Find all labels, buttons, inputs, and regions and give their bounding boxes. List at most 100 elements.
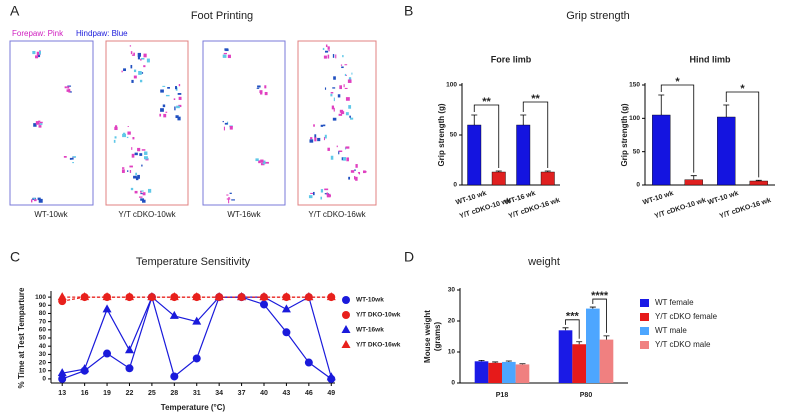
y-tick-label: 100	[629, 115, 640, 122]
y-axis-label: Grip strength (g)	[437, 103, 446, 166]
bar	[749, 180, 768, 186]
footprint	[175, 115, 179, 119]
y-tick-label: 10	[448, 349, 456, 356]
footprint	[349, 115, 351, 118]
footprint	[133, 69, 137, 73]
marker	[342, 311, 350, 319]
marker	[259, 292, 269, 301]
footprint	[177, 93, 182, 95]
footprint	[228, 199, 230, 204]
footprint	[348, 105, 352, 109]
error-bar	[658, 94, 665, 115]
footprint	[255, 158, 259, 162]
x-tick-label: WT-10 wk	[455, 190, 488, 207]
footprint	[362, 170, 366, 174]
footprint	[146, 58, 150, 63]
error-bar	[544, 170, 551, 172]
footprint	[31, 199, 33, 203]
footprint	[115, 125, 118, 128]
marker	[192, 316, 202, 325]
footprint	[64, 86, 67, 89]
footprint	[223, 52, 227, 55]
footprint	[140, 190, 144, 192]
footprint	[160, 89, 164, 93]
y-tick-label: 80	[39, 310, 47, 317]
footprint	[176, 105, 180, 109]
footprint	[137, 147, 141, 152]
footprint-frame	[297, 40, 377, 206]
legend-swatch	[640, 327, 649, 335]
chart-title: weight	[527, 256, 560, 268]
footprint	[314, 137, 317, 142]
y-tick-label: 20	[39, 359, 47, 366]
footprint	[313, 124, 315, 127]
footprint	[323, 124, 326, 127]
bar	[488, 362, 502, 383]
footprint	[122, 133, 127, 138]
bar	[652, 114, 671, 186]
y-tick-label: 100	[446, 82, 457, 89]
footprint	[265, 161, 269, 164]
footprint	[231, 199, 235, 201]
significance-bracket	[565, 319, 580, 339]
y-axis-label: Grip strength (g)	[620, 103, 629, 166]
annotation: *	[675, 76, 680, 88]
footprint	[332, 87, 336, 89]
image-label: Y/T cDKO-10wk	[118, 210, 176, 219]
footprint	[37, 54, 41, 58]
legend-text: Forepaw: Pink	[12, 29, 64, 38]
footprint	[351, 72, 353, 75]
footprint	[259, 90, 263, 94]
footprint	[325, 44, 328, 48]
y-tick-label: 90	[39, 302, 47, 309]
x-tick-label: 25	[148, 390, 156, 397]
bar	[684, 179, 703, 186]
footprint	[33, 123, 37, 127]
footprint	[326, 192, 328, 196]
footprint	[121, 70, 123, 73]
footprint	[38, 125, 42, 128]
footprint	[339, 85, 343, 90]
line	[62, 296, 332, 378]
footprint	[141, 149, 146, 151]
y-tick-label: 50	[39, 335, 47, 342]
bar	[502, 361, 516, 383]
footprint	[341, 157, 344, 161]
y-tick-label: 0	[42, 376, 46, 383]
x-axis-label: Temperature (°C)	[161, 403, 226, 412]
footprint	[165, 94, 170, 97]
footprint	[144, 151, 148, 155]
marker	[124, 345, 134, 354]
marker	[192, 292, 202, 301]
marker	[282, 328, 291, 337]
footprint	[143, 53, 147, 58]
footprint	[67, 85, 72, 87]
footprint	[222, 120, 224, 123]
y-tick-label: 30	[39, 351, 47, 358]
footprint	[147, 188, 152, 193]
marker	[342, 296, 350, 304]
footprint	[264, 91, 268, 96]
footprint	[331, 105, 335, 110]
marker	[57, 292, 67, 301]
legend-swatch	[640, 313, 649, 321]
footprint	[68, 88, 71, 93]
footprint	[320, 189, 324, 193]
footprint	[324, 87, 327, 90]
error-bar	[520, 114, 527, 125]
footprint	[131, 79, 134, 83]
footprint	[260, 159, 264, 163]
footprint	[333, 76, 336, 80]
marker	[237, 292, 247, 301]
annotation: *	[740, 83, 745, 95]
marker	[102, 304, 112, 313]
footprint	[222, 54, 227, 58]
footprint	[140, 59, 142, 61]
y-tick-label: 30	[448, 287, 456, 294]
footprint	[38, 50, 41, 55]
annotation: ****	[591, 290, 609, 302]
legend-label: WT-16wk	[356, 327, 384, 334]
x-tick-label: 22	[126, 390, 134, 397]
